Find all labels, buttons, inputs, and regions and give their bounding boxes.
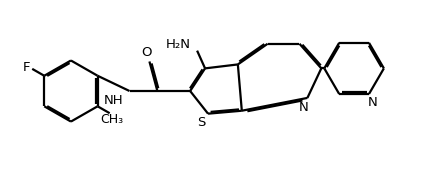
Text: F: F xyxy=(22,61,30,74)
Text: O: O xyxy=(141,46,152,59)
Text: H₂N: H₂N xyxy=(166,38,191,51)
Text: N: N xyxy=(368,96,378,109)
Text: NH: NH xyxy=(104,94,124,107)
Text: N: N xyxy=(299,101,308,114)
Text: S: S xyxy=(197,116,205,129)
Text: CH₃: CH₃ xyxy=(100,113,123,126)
